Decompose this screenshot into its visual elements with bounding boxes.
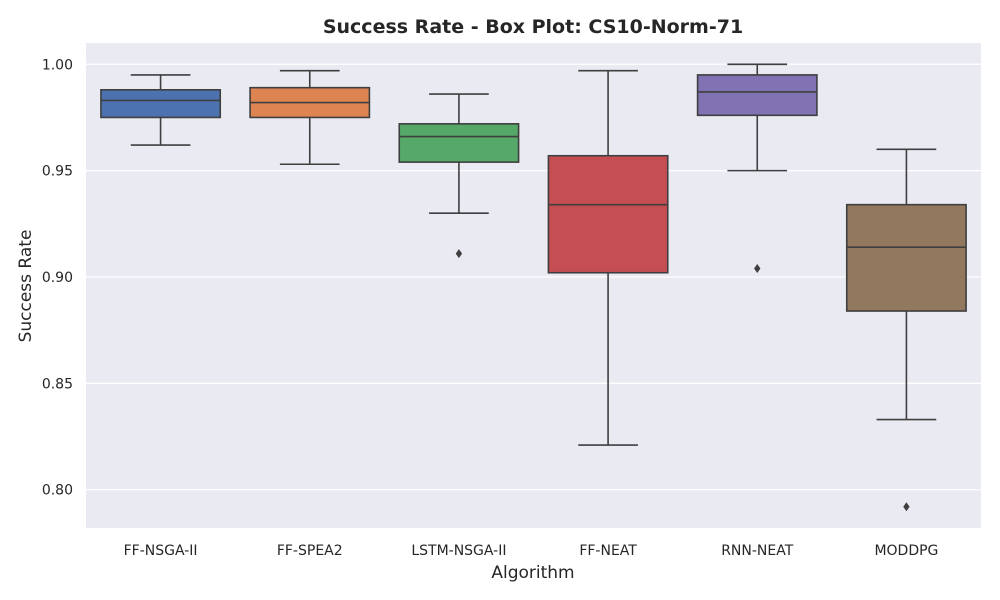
x-tick-label: MODDPG: [874, 543, 938, 559]
chart-title: Success Rate - Box Plot: CS10-Norm-71: [323, 16, 743, 38]
plot-area: [86, 43, 981, 528]
box-group: [398, 93, 520, 259]
box-iqr: [100, 88, 222, 119]
box-group: [100, 74, 222, 146]
x-tick-label: FF-NSGA-II: [124, 543, 198, 559]
box-group: [547, 69, 669, 446]
y-tick-label: 0.85: [42, 376, 73, 392]
x-tick-label: LSTM-NSGA-II: [411, 543, 506, 559]
box-iqr: [547, 154, 669, 274]
grid-lines: [86, 63, 981, 491]
x-axis-ticks: FF-NSGA-II FF-SPEA2 LSTM-NSGA-II FF-NEAT RNN…: [124, 543, 939, 559]
y-tick-label: 1.00: [42, 57, 73, 73]
y-tick-label: 0.95: [42, 164, 73, 180]
box-group: [249, 69, 371, 166]
x-tick-label: RNN-NEAT: [721, 543, 794, 559]
y-tick-label: 0.90: [42, 270, 73, 286]
box-group: [845, 148, 967, 512]
box-iqr: [845, 203, 967, 312]
box-iqr: [696, 74, 818, 117]
x-axis-label: Algorithm: [491, 563, 574, 583]
y-tick-label: 0.80: [42, 483, 73, 499]
y-axis-ticks: 0.80 0.85 0.90 0.95 1.00: [42, 57, 73, 498]
box-layer: [100, 63, 967, 512]
box-iqr: [398, 123, 520, 163]
outlier-point: [455, 249, 463, 259]
outlier-point: [754, 263, 761, 273]
y-axis-label: Success Rate: [16, 230, 36, 343]
box-group: [696, 63, 818, 273]
x-tick-label: FF-SPEA2: [277, 543, 343, 559]
outlier-point: [903, 502, 910, 512]
x-tick-label: FF-NEAT: [579, 543, 637, 559]
